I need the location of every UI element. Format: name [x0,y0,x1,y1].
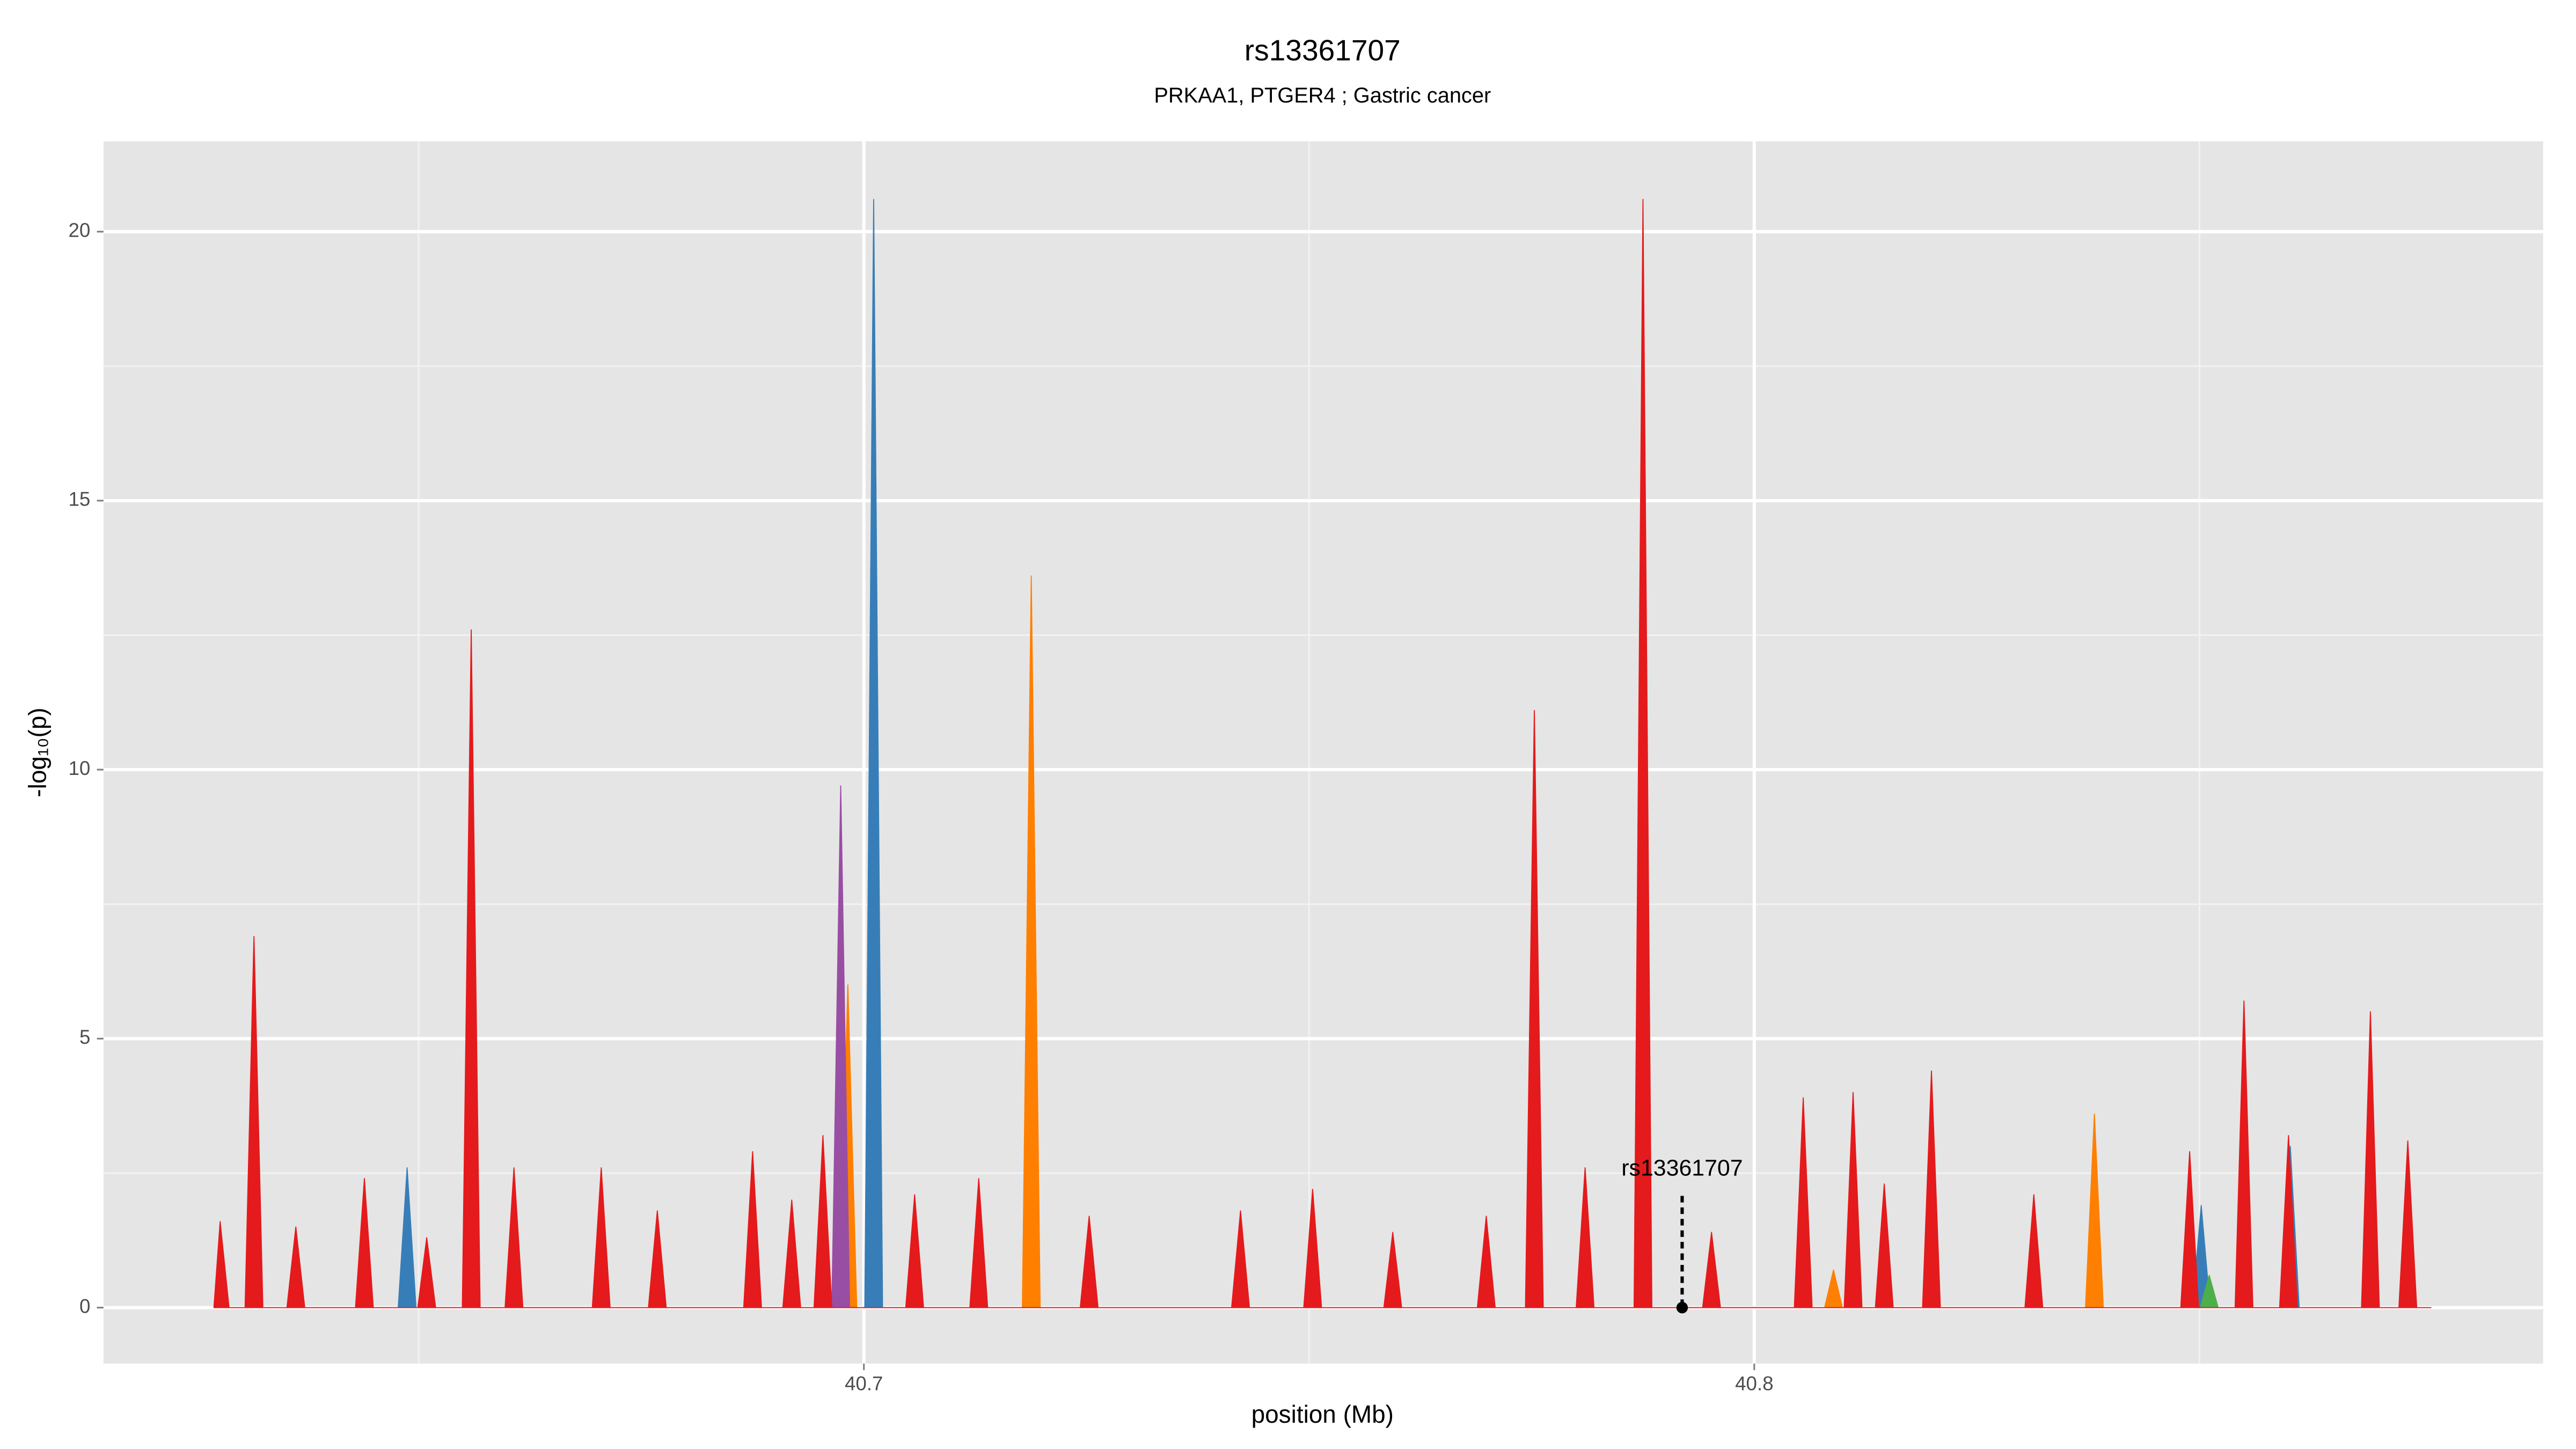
y-tick-label: 10 [69,757,91,779]
x-tick-label: 40.8 [1735,1372,1773,1394]
y-tick-label: 15 [69,488,91,510]
x-tick-label: 40.7 [845,1372,883,1394]
chart-subtitle: PRKAA1, PTGER4 ; Gastric cancer [1154,84,1491,107]
chart-title: rs13361707 [1245,34,1401,67]
annotation-point [1676,1301,1688,1314]
area [213,199,2432,1308]
plot-background [103,141,2543,1364]
y-axis-label: -log₁₀(p) [24,707,52,797]
x-axis-label: position (Mb) [1252,1400,1394,1428]
y-tick-label: 0 [79,1295,90,1317]
y-tick-label: 20 [69,219,91,241]
y-tick-label: 5 [79,1026,90,1048]
annotation-label: rs13361707 [1621,1155,1743,1181]
